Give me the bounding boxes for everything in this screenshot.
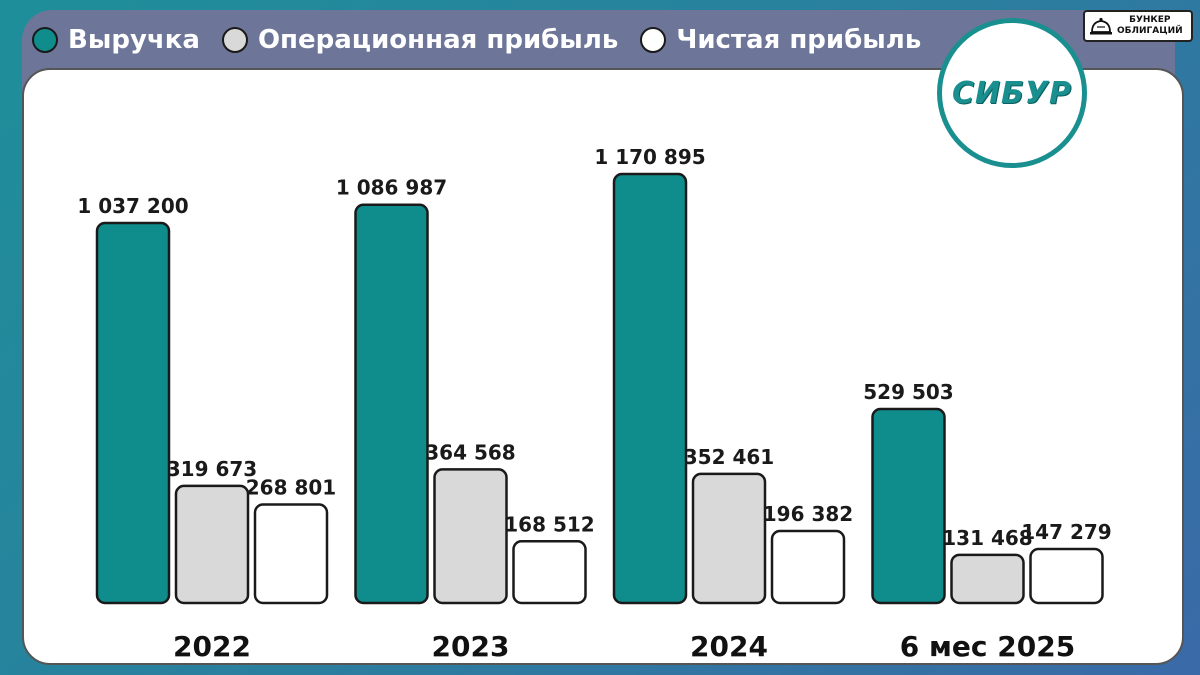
- logo-text: СИБУР: [951, 75, 1073, 111]
- bell-icon: [1090, 17, 1112, 35]
- bar-operating-profit: [691, 472, 767, 605]
- legend-item-net-profit: Чистая прибыль: [640, 25, 921, 55]
- data-label: 1 170 895: [594, 145, 705, 169]
- bar-revenue: [95, 221, 171, 605]
- bar-operating-profit: [174, 484, 250, 605]
- bar-operating-profit: [433, 468, 508, 605]
- company-logo: СИБУР: [937, 18, 1087, 168]
- data-label: 268 801: [246, 476, 336, 500]
- bar-net-profit: [1029, 547, 1104, 605]
- data-label: 147 279: [1021, 520, 1111, 544]
- category-label: 2024: [690, 630, 768, 663]
- data-label: 352 461: [684, 445, 774, 469]
- bar-net-profit: [512, 540, 587, 605]
- legend-item-revenue: Выручка: [32, 25, 200, 55]
- data-label: 1 037 200: [77, 194, 188, 218]
- bar-revenue: [612, 172, 688, 605]
- legend-swatch-net-profit: [640, 27, 667, 53]
- legend-label-operating-profit: Операционная прибыль: [257, 25, 619, 55]
- brand-badge: БУНКЕР ОБЛИГАЦИЙ: [1083, 10, 1193, 42]
- brand-text: БУНКЕР ОБЛИГАЦИЙ: [1117, 15, 1183, 36]
- data-label: 319 673: [167, 457, 257, 481]
- legend-item-operating-profit: Операционная прибыль: [221, 25, 619, 55]
- bar-revenue: [871, 407, 946, 605]
- data-label: 131 468: [942, 526, 1032, 550]
- bar-net-profit: [253, 503, 329, 605]
- bar-revenue: [354, 203, 429, 605]
- bar-operating-profit: [950, 553, 1025, 605]
- data-label: 1 086 987: [336, 176, 447, 200]
- bar-net-profit: [770, 529, 846, 605]
- legend-label-net-profit: Чистая прибыль: [676, 25, 922, 55]
- category-label: 6 мес 2025: [900, 630, 1075, 663]
- data-label: 364 568: [425, 440, 515, 464]
- category-label: 2023: [432, 630, 510, 663]
- data-label: 196 382: [763, 502, 853, 526]
- data-label: 168 512: [504, 512, 594, 536]
- legend-label-revenue: Выручка: [68, 25, 200, 55]
- legend-swatch-operating-profit: [221, 27, 248, 53]
- chart-legend: Выручка Операционная прибыль Чистая приб…: [32, 18, 921, 62]
- data-label: 529 503: [863, 380, 953, 404]
- category-label: 2022: [173, 630, 251, 663]
- legend-swatch-revenue: [32, 27, 58, 53]
